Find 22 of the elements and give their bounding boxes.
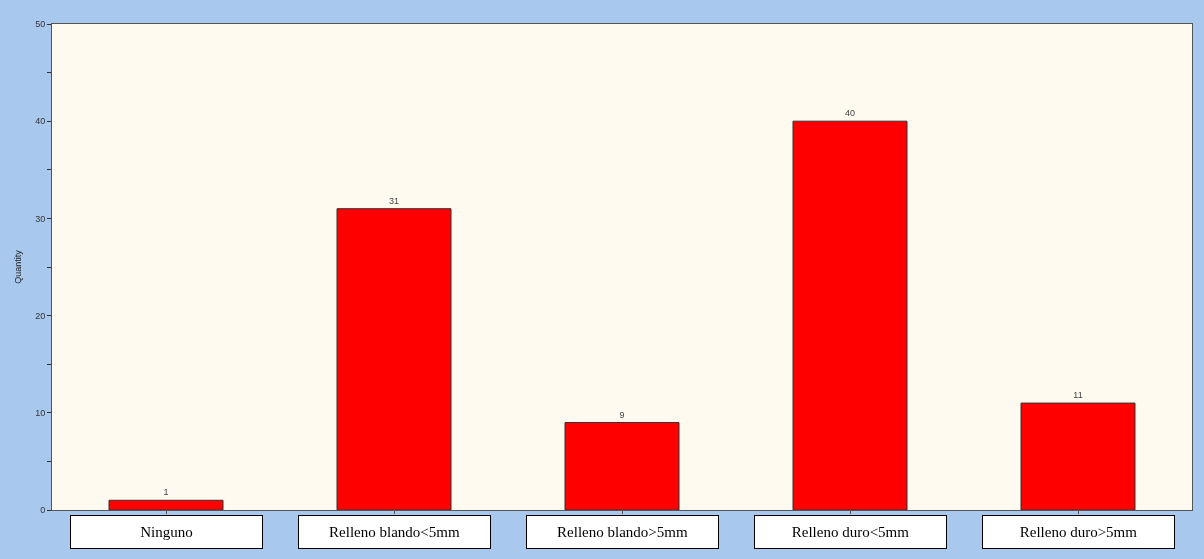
data-label: 9 (619, 409, 625, 420)
x-tick-label: Relleno blando<5mm (329, 524, 460, 540)
y-axis-title: Quantity (12, 249, 23, 284)
bar (564, 422, 680, 510)
data-label: 40 (844, 108, 856, 119)
x-tick-label: Relleno blando>5mm (557, 524, 688, 540)
bar (336, 208, 452, 510)
x-tick-label: Ninguno (140, 524, 193, 540)
x-tick-label: Relleno duro<5mm (791, 524, 910, 540)
data-label: 1 (163, 487, 169, 498)
data-label: 11 (1073, 390, 1083, 401)
x-tick-label: Relleno duro>5mm (1019, 524, 1138, 540)
y-tick-label: 50 (35, 19, 46, 30)
y-tick-label: 20 (35, 310, 46, 321)
bar (792, 120, 908, 510)
bar (108, 499, 224, 510)
y-tick-label: 0 (40, 505, 46, 516)
y-tick-label: 10 (35, 407, 46, 418)
y-tick-label: 40 (35, 116, 46, 127)
y-tick-label: 30 (35, 213, 46, 224)
data-label: 31 (388, 195, 400, 206)
bar (1020, 402, 1136, 510)
